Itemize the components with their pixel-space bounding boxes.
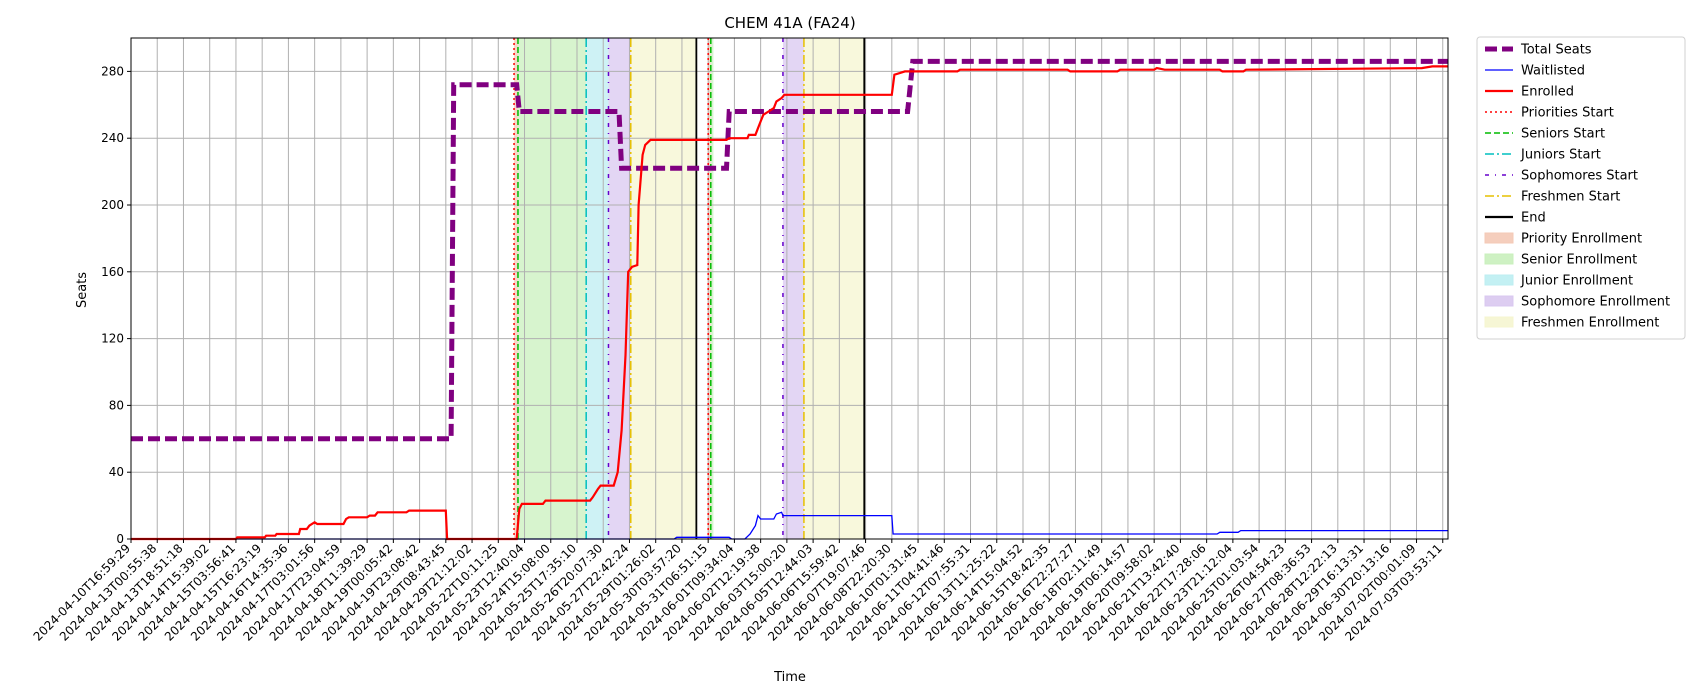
y-axis-label: Seats xyxy=(75,272,90,308)
chart-title: CHEM 41A (FA24) xyxy=(724,14,855,32)
legend-swatch xyxy=(1484,295,1514,307)
plot-frame xyxy=(130,37,1449,540)
series xyxy=(131,58,1448,541)
phase-lines xyxy=(513,38,866,539)
span-senior-enrollment xyxy=(517,38,587,539)
y-axis-ticks: 0 40 80 120 160 200 240 280 xyxy=(101,64,131,546)
span-senior-enrollment xyxy=(710,38,714,539)
span-freshmen-enrollment xyxy=(803,38,865,539)
legend-swatch xyxy=(1484,316,1514,328)
legend-label: End xyxy=(1521,211,1546,226)
legend-label: Total Seats xyxy=(1520,43,1592,58)
x-axis-ticks: 2024-04-10T16:59:292024-04-13T00:55:3820… xyxy=(31,539,1445,644)
y-tick-label: 80 xyxy=(109,398,124,412)
legend-label: Seniors Start xyxy=(1521,127,1605,142)
series-line-total-seats xyxy=(131,58,1448,442)
legend-label: Junior Enrollment xyxy=(1520,274,1633,289)
legend-label: Freshmen Enrollment xyxy=(1521,316,1659,331)
legend-label: Sophomore Enrollment xyxy=(1521,295,1670,310)
legend-label: Senior Enrollment xyxy=(1521,253,1637,268)
legend-swatch xyxy=(1484,253,1514,265)
legend-swatch xyxy=(1484,232,1514,244)
span-freshmen-enrollment xyxy=(630,38,697,539)
span-sophomore-enrollment xyxy=(782,38,804,539)
legend-box xyxy=(1476,36,1686,340)
legend: Total Seats Waitlisted Enrolled Priorities … xyxy=(1476,36,1686,340)
y-tick-label: 0 xyxy=(116,532,124,546)
enrollment-spans xyxy=(514,38,865,539)
legend-swatch xyxy=(1484,274,1514,286)
y-tick-label: 160 xyxy=(101,265,124,279)
y-tick-label: 200 xyxy=(101,198,124,212)
span-priority-enrollment xyxy=(708,38,711,539)
x-axis-label: Time xyxy=(773,670,806,685)
legend-label: Sophomores Start xyxy=(1521,169,1638,184)
legend-label: Juniors Start xyxy=(1520,148,1601,163)
series-line-enrolled xyxy=(131,65,1448,541)
legend-label: Freshmen Start xyxy=(1521,190,1620,205)
span-priority-enrollment xyxy=(514,38,518,539)
series-line-waitlisted xyxy=(131,511,1448,540)
y-tick-label: 40 xyxy=(109,465,124,479)
legend-label: Enrolled xyxy=(1521,85,1574,100)
legend-label: Priorities Start xyxy=(1521,106,1614,121)
legend-label: Priority Enrollment xyxy=(1521,232,1642,247)
grid xyxy=(130,38,1448,540)
y-tick-label: 280 xyxy=(101,64,124,78)
legend-label: Waitlisted xyxy=(1521,64,1585,79)
y-tick-label: 120 xyxy=(101,332,124,346)
y-tick-label: 240 xyxy=(101,131,124,145)
span-sophomore-enrollment xyxy=(608,38,631,539)
